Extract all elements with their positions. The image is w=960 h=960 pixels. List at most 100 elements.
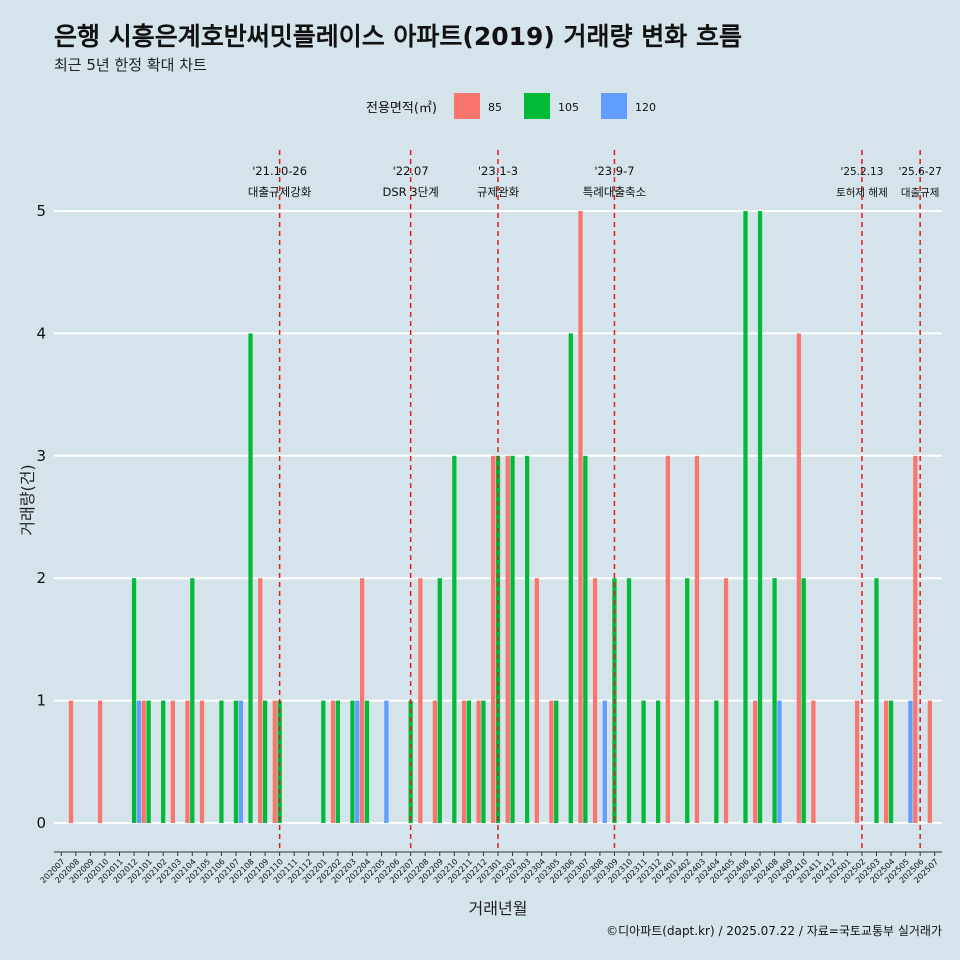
bar-202212-85 (476, 700, 481, 823)
legend-label-120: 120 (635, 101, 656, 114)
bar-202211-105 (466, 700, 472, 823)
bar-202310-105 (626, 578, 632, 823)
chart-title: 은행 시흥은계호반써밋플레이스 아파트(2019) 거래량 변화 흐름 (54, 22, 742, 51)
bar-202404-105 (714, 700, 719, 823)
bar-202506-85 (913, 455, 918, 823)
bar-202505-120 (908, 700, 913, 823)
bar-202408-120 (777, 700, 782, 823)
bar-202109-85 (258, 578, 263, 823)
bar-202203-120 (355, 700, 360, 823)
bar-202208-85 (418, 578, 423, 823)
bar-202302-85 (505, 455, 510, 823)
event-date-202309: '23.9-7 (594, 164, 634, 178)
bar-202407-105 (757, 211, 763, 823)
event-markers: '21.10-26 대출규제강화 '22.07 DSR 3단계 '23.1-3 규제완화 '… (248, 150, 942, 852)
bar-202108-105 (248, 333, 253, 823)
bar-202201-105 (321, 700, 326, 823)
bar-202402-105 (685, 578, 690, 823)
bar-202411-85 (811, 700, 816, 823)
bar-202110-85 (272, 700, 277, 823)
legend-label-105: 105 (558, 101, 579, 114)
bar-202302-105 (510, 455, 515, 823)
bar-202306-105 (568, 333, 573, 823)
legend-swatch-105 (524, 93, 550, 119)
bar-202110-105 (277, 700, 282, 823)
bar-202211-85 (461, 700, 467, 823)
x-axis-title: 거래년월 (469, 899, 528, 918)
bar-202312-105 (656, 700, 661, 823)
bar-202401-85 (665, 455, 670, 823)
bar-202503-105 (874, 578, 879, 823)
legend-title: 전용면적(㎡) (366, 101, 437, 116)
bar-202301-85 (491, 455, 496, 823)
bar-202202-85 (330, 700, 336, 823)
bar-202102-105 (161, 700, 166, 823)
event-label-202309: 특례대출축소 (583, 185, 646, 199)
legend-label-85: 85 (488, 101, 502, 114)
bar-202504-105 (888, 700, 894, 823)
bar-202106-105 (219, 700, 224, 823)
bar-202407-85 (753, 700, 758, 823)
event-date-202301: '23.1-3 (478, 164, 518, 178)
bar-202202-105 (335, 700, 340, 823)
bar-202307-85 (578, 211, 583, 823)
bar-202308-85 (592, 578, 598, 823)
event-date-202110: '21.10-26 (252, 164, 307, 178)
bar-202307-105 (583, 455, 588, 823)
bar-202012-105 (131, 578, 137, 823)
y-tick-label-2: 2 (36, 569, 46, 587)
bar-202109-105 (262, 700, 268, 823)
bar-202207-105 (408, 700, 413, 823)
bar-202410-85 (796, 333, 801, 823)
event-date-202207: '22.07 (393, 164, 429, 178)
bar-202101-85 (141, 700, 146, 823)
bar-202008-85 (68, 700, 74, 823)
bar-202406-105 (743, 211, 748, 823)
bar-202107-105 (233, 700, 239, 823)
bar-202305-105 (554, 700, 559, 823)
bar-202311-105 (641, 700, 646, 823)
event-label-202110: 대출규제강화 (248, 185, 312, 199)
event-label-202502: 토허제 해제 (836, 186, 888, 199)
bar-202507-85 (927, 700, 932, 823)
bar-202204-105 (364, 700, 370, 823)
event-date-202506: '25.6-27 (898, 166, 941, 178)
bar-202104-105 (190, 578, 195, 823)
legend-swatch-120 (601, 93, 627, 119)
caption: ©디아파트(dapt.kr) / 2025.07.22 / 자료=국토교통부 실… (606, 924, 942, 938)
legend: 전용면적(㎡) 85 105 120 (366, 93, 656, 119)
bar-202209-85 (432, 700, 438, 823)
bar-202104-85 (185, 700, 190, 823)
bar-202403-85 (694, 455, 700, 823)
y-axis-title: 거래량(건) (18, 464, 37, 535)
y-tick-label-1: 1 (36, 692, 46, 710)
event-date-202502: '25.2.13 (840, 166, 883, 178)
bar-202210-105 (452, 455, 457, 823)
bar-202305-85 (549, 700, 554, 823)
bars (68, 211, 932, 823)
y-axis: 0 1 2 3 4 5 (36, 202, 46, 832)
bar-202103-85 (170, 700, 176, 823)
bar-202012-120 (136, 700, 142, 823)
bar-202303-105 (524, 455, 530, 823)
y-tick-label-5: 5 (36, 202, 46, 220)
y-tick-label-4: 4 (36, 324, 46, 342)
bar-202107-120 (238, 700, 243, 823)
event-label-202301: 규제완화 (477, 185, 520, 199)
event-label-202506: 대출규제 (901, 187, 940, 199)
bar-202101-105 (146, 700, 151, 823)
bar-202410-105 (801, 578, 806, 823)
y-tick-label-0: 0 (36, 814, 46, 832)
chart-subtitle: 최근 5년 한정 확대 차트 (54, 56, 207, 74)
bar-202408-105 (772, 578, 777, 823)
bar-202209-105 (437, 578, 442, 823)
bar-202308-120 (602, 700, 607, 823)
bar-202304-85 (534, 578, 539, 823)
bar-202105-85 (199, 700, 205, 823)
bar-202502-85 (854, 700, 860, 823)
bar-202504-85 (884, 700, 889, 823)
bar-202205-120 (384, 700, 389, 823)
bar-202405-85 (723, 578, 729, 823)
legend-swatch-85 (454, 93, 480, 119)
